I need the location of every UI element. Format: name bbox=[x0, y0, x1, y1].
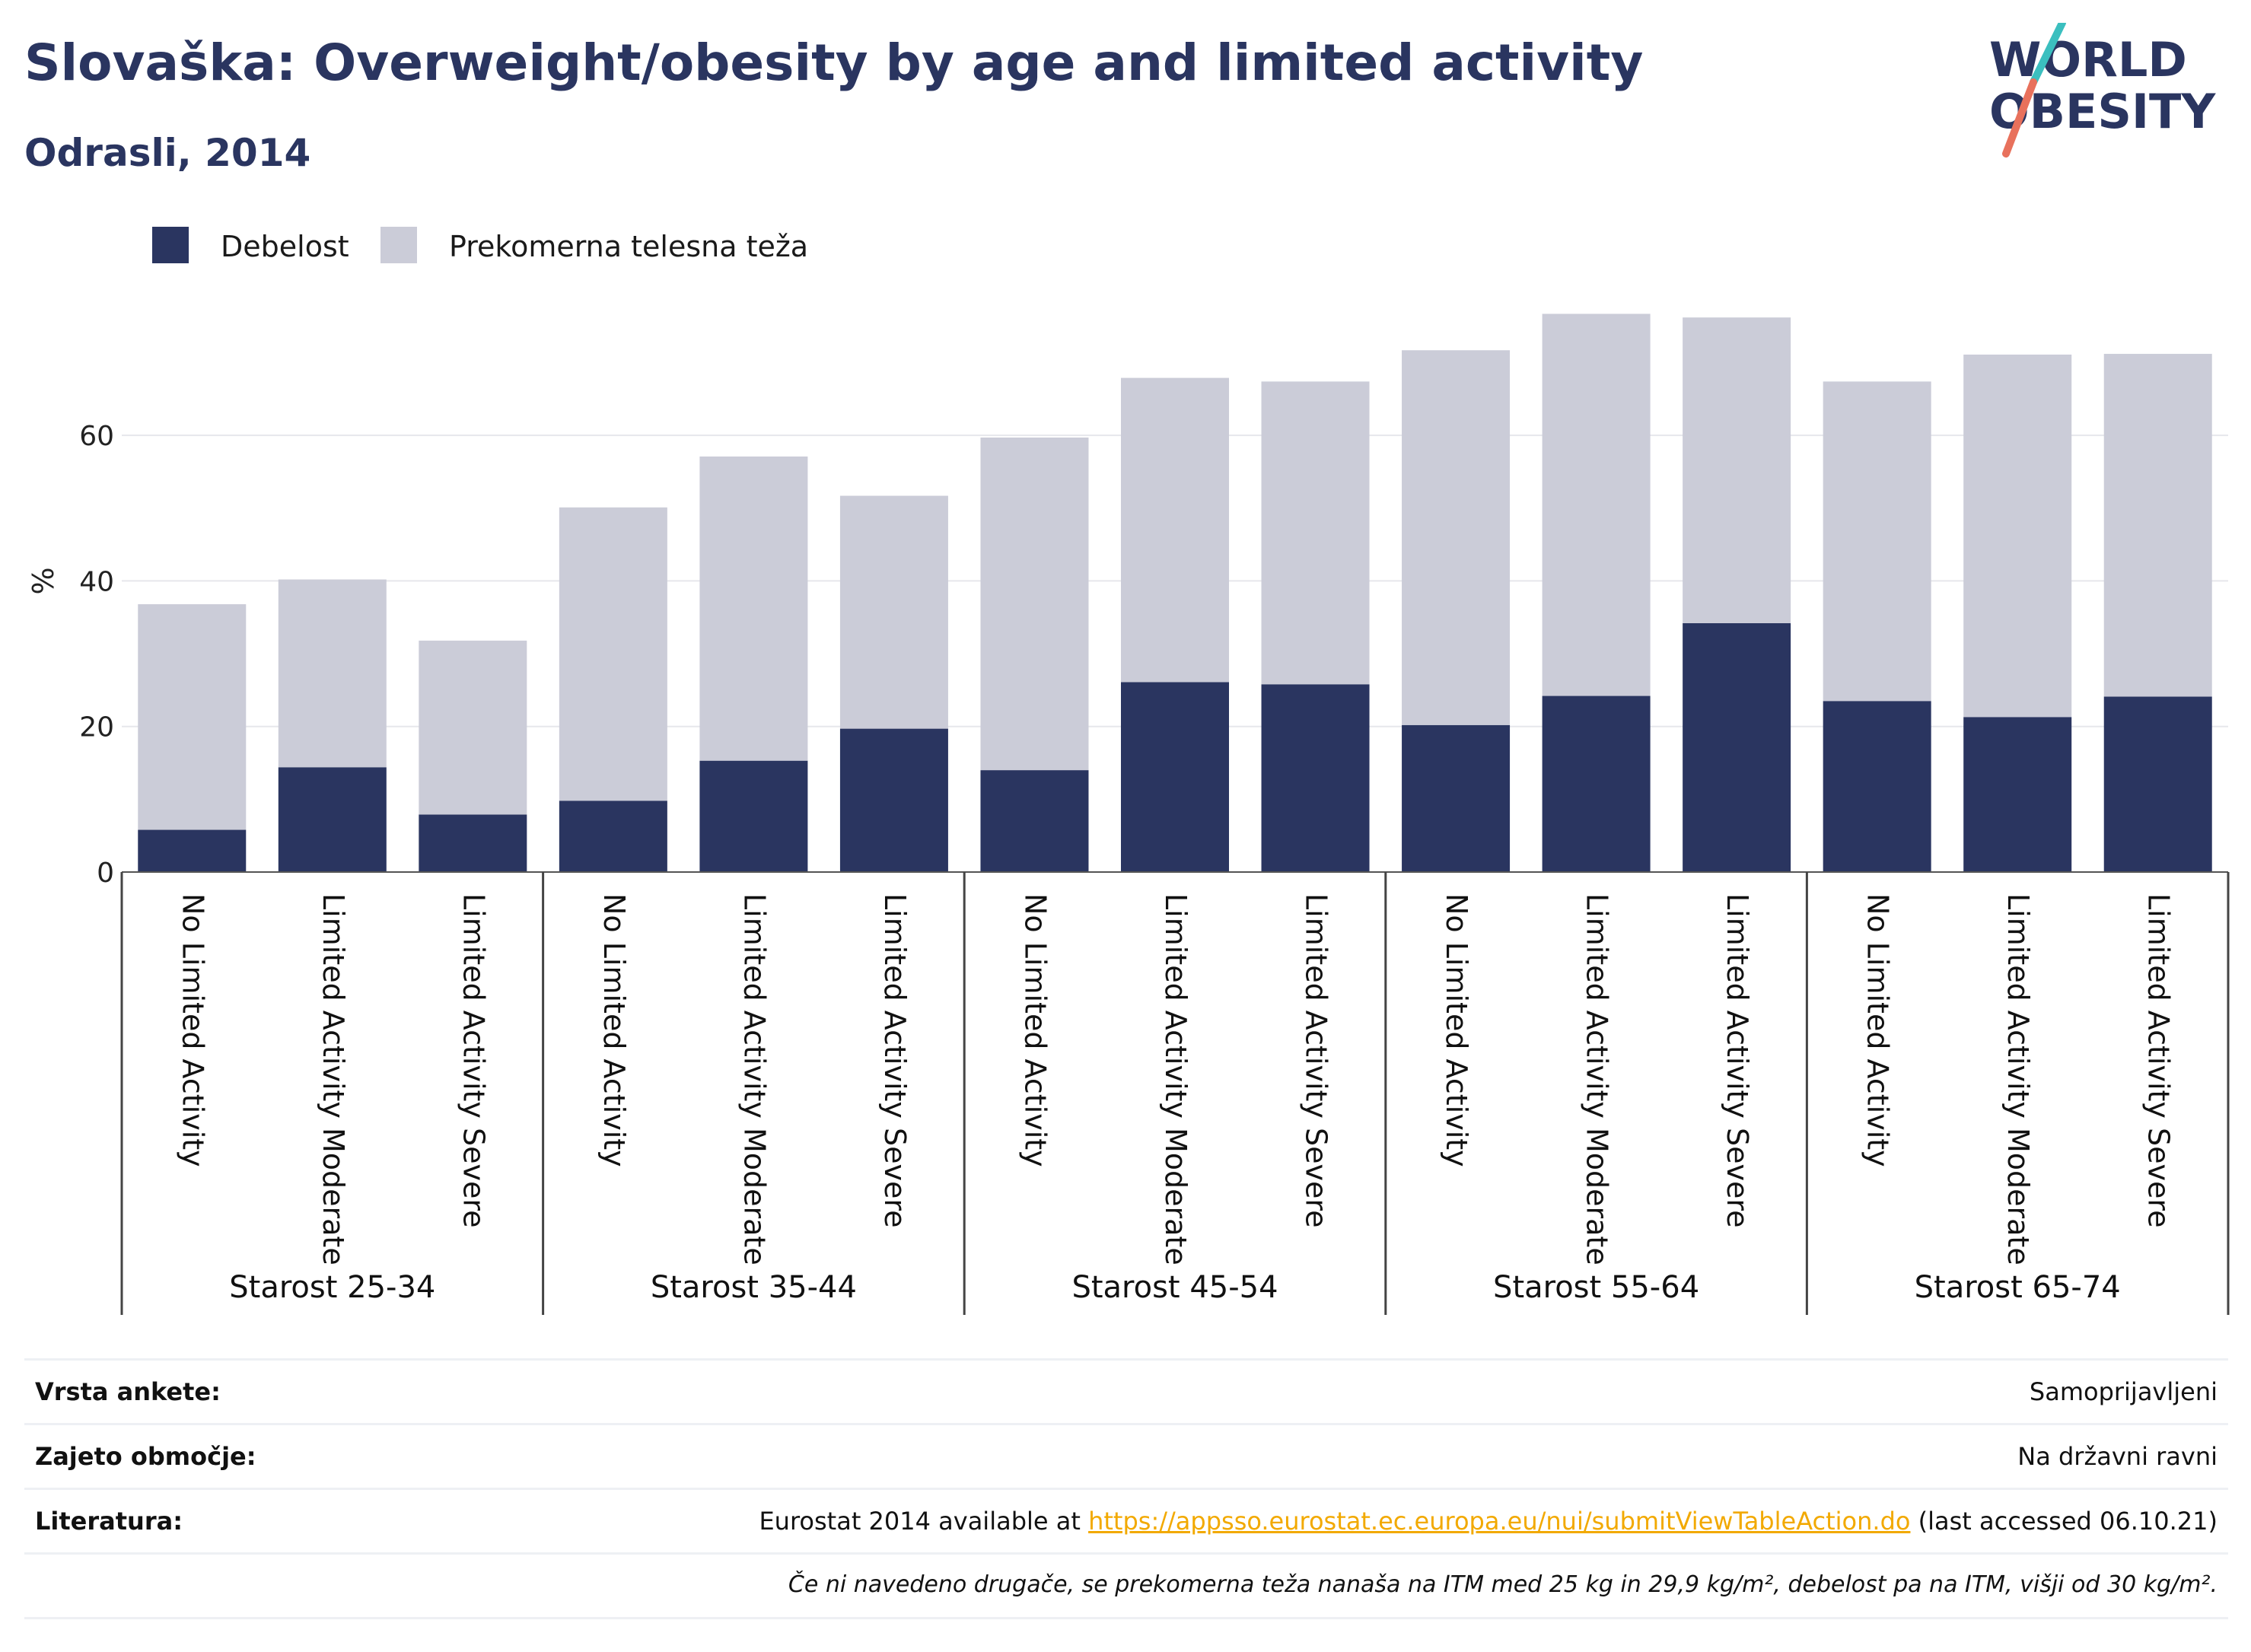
y-axis-title: % bbox=[27, 567, 60, 594]
bar-overweight bbox=[1963, 354, 2072, 718]
bar-overweight bbox=[2103, 354, 2212, 697]
info-row-survey-type: Vrsta ankete: Samoprijavljeni bbox=[24, 1358, 2228, 1423]
bar-obesity bbox=[1683, 622, 1791, 872]
x-group-label: Starost 45-54 bbox=[1071, 1270, 1278, 1305]
logo-line-world: WORLD bbox=[1989, 32, 2187, 88]
x-category-label: No Limited Activity bbox=[176, 893, 209, 1167]
bar-overweight bbox=[1823, 381, 1931, 702]
bar-obesity bbox=[1823, 701, 1931, 872]
references-prefix: Eurostat 2014 available at bbox=[759, 1507, 1089, 1536]
survey-type-label: Vrsta ankete: bbox=[35, 1377, 221, 1406]
x-category-label: Limited Activity Moderate bbox=[1159, 893, 1192, 1265]
references-label: Literatura: bbox=[35, 1507, 183, 1536]
x-category-label: No Limited Activity bbox=[1861, 893, 1895, 1167]
bar-obesity bbox=[1402, 724, 1511, 872]
bar-overweight bbox=[559, 507, 667, 801]
chart-subtitle: Odrasli, 2014 bbox=[24, 131, 311, 175]
x-category-label: No Limited Activity bbox=[1018, 893, 1052, 1167]
x-category-label: Limited Activity Severe bbox=[1721, 893, 1754, 1228]
bar-obesity bbox=[1542, 695, 1651, 872]
coverage-label: Zajeto območje: bbox=[35, 1442, 256, 1471]
bar-overweight bbox=[1261, 381, 1370, 685]
x-category-label: Limited Activity Severe bbox=[878, 893, 912, 1228]
info-table: Vrsta ankete: Samoprijavljeni Zajeto obm… bbox=[24, 1358, 2228, 1619]
bar-overweight bbox=[980, 438, 1089, 771]
bar-overweight bbox=[1402, 350, 1511, 725]
x-category-label: Limited Activity Moderate bbox=[737, 893, 771, 1265]
bar-obesity bbox=[699, 760, 808, 872]
x-category-label: No Limited Activity bbox=[597, 893, 631, 1167]
info-row-references: Literatura: Eurostat 2014 available at h… bbox=[24, 1488, 2228, 1552]
y-tick-label: 40 bbox=[79, 566, 114, 597]
bar-obesity bbox=[2103, 696, 2212, 872]
x-group-label: Starost 55-64 bbox=[1493, 1270, 1699, 1305]
x-category-label: Limited Activity Severe bbox=[2142, 893, 2176, 1228]
world-obesity-logo: WORLD OBESITY bbox=[1989, 23, 2216, 158]
definition-note: Če ni navedeno drugače, se prekomerna te… bbox=[788, 1571, 2218, 1598]
legend-label-debelost: Debelost bbox=[221, 230, 349, 263]
bar-obesity bbox=[278, 767, 387, 872]
stacked-bar-chart: 0 20 40 60% No Limited Activity Limited Activ… bbox=[27, 314, 2230, 1315]
x-group-label: Starost 35-44 bbox=[651, 1270, 857, 1305]
x-group-label: Starost 65-74 bbox=[1915, 1270, 2121, 1305]
bar-obesity bbox=[138, 829, 247, 872]
legend-swatch-debelost bbox=[152, 227, 189, 263]
bar-obesity bbox=[1121, 682, 1229, 872]
bar-overweight bbox=[138, 604, 247, 830]
chart-title: Slovaška: Overweight/obesity by age and … bbox=[24, 33, 1644, 92]
x-category-label: Limited Activity Moderate bbox=[1581, 893, 1614, 1265]
references-link[interactable]: https://appsso.eurostat.ec.europa.eu/nui… bbox=[1088, 1507, 1911, 1536]
bar-obesity bbox=[419, 814, 527, 872]
info-row-coverage: Zajeto območje: Na državni ravni bbox=[24, 1423, 2228, 1488]
x-group-label: Starost 25-34 bbox=[229, 1270, 435, 1305]
y-tick-label: 20 bbox=[79, 712, 114, 743]
y-tick-label: 60 bbox=[79, 421, 114, 452]
survey-type-value: Samoprijavljeni bbox=[2029, 1377, 2218, 1406]
bar-overweight bbox=[278, 579, 387, 768]
coverage-value: Na državni ravni bbox=[2017, 1442, 2218, 1471]
bar-overweight bbox=[699, 456, 808, 761]
bar-obesity bbox=[1261, 684, 1370, 872]
x-category-label: No Limited Activity bbox=[1440, 893, 1473, 1167]
bar-overweight bbox=[419, 640, 527, 815]
bar-overweight bbox=[839, 495, 948, 729]
info-row-note: Če ni navedeno drugače, se prekomerna te… bbox=[24, 1552, 2228, 1619]
bar-obesity bbox=[839, 728, 948, 872]
y-tick-label: 0 bbox=[97, 858, 114, 889]
bar-obesity bbox=[1963, 717, 2072, 872]
bar-overweight bbox=[1121, 377, 1229, 683]
x-category-label: Limited Activity Severe bbox=[1300, 893, 1333, 1228]
legend-label-prekomerna: Prekomerna telesna teža bbox=[449, 230, 809, 263]
bar-overweight bbox=[1683, 317, 1791, 623]
bar-obesity bbox=[980, 770, 1089, 872]
legend-swatch-prekomerna bbox=[380, 227, 417, 263]
x-category-label: Limited Activity Moderate bbox=[317, 893, 350, 1265]
references-value: Eurostat 2014 available at https://appss… bbox=[759, 1507, 2218, 1536]
bar-overweight bbox=[1542, 314, 1651, 696]
bar-obesity bbox=[559, 801, 667, 872]
x-category-label: Limited Activity Severe bbox=[457, 893, 490, 1228]
references-suffix: (last accessed 06.10.21) bbox=[1910, 1507, 2218, 1536]
x-category-label: Limited Activity Moderate bbox=[2001, 893, 2035, 1265]
